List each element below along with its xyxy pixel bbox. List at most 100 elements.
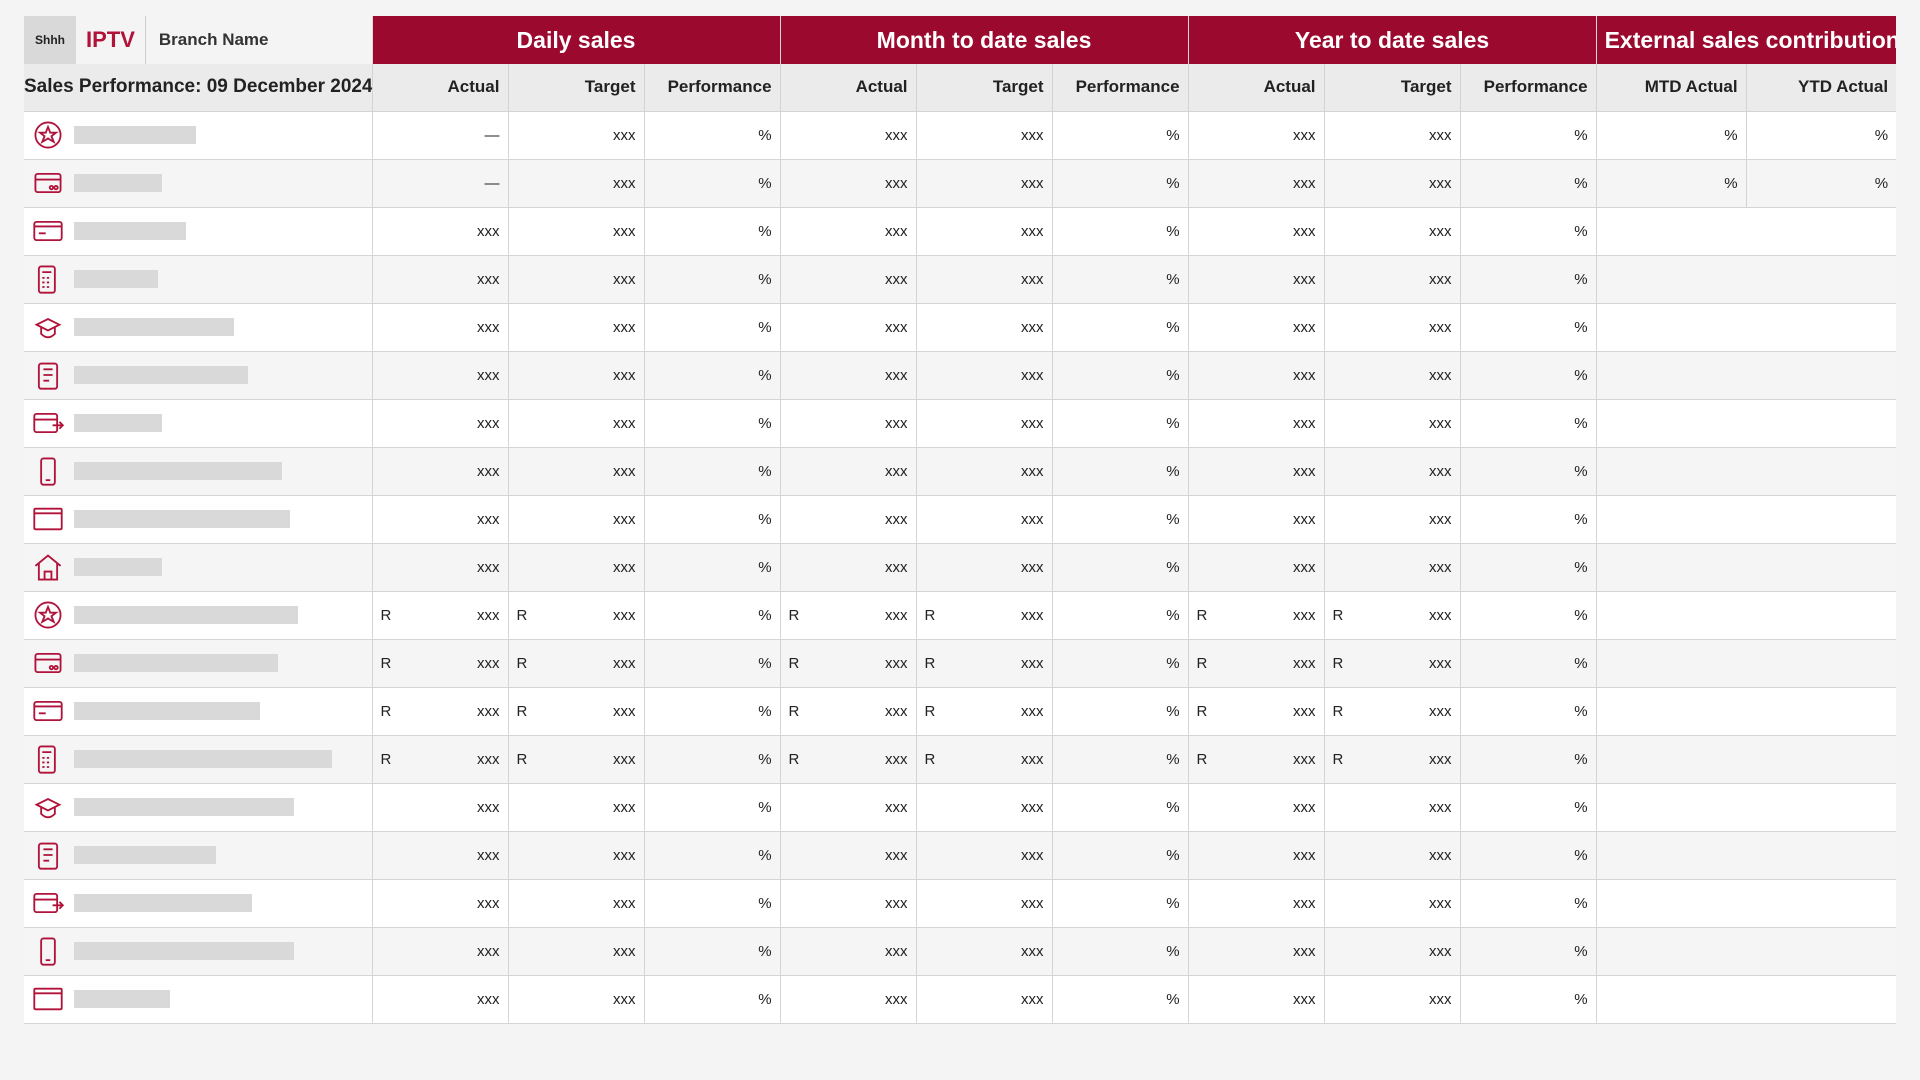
value-cell: % (1459, 255, 1597, 304)
branch-name: Branch Name (158, 30, 269, 49)
value-cell: xxx (915, 399, 1053, 448)
value-cell: xxx (507, 543, 644, 592)
external-empty (1595, 975, 1897, 1024)
row-label-content (32, 215, 364, 247)
placeholder-bar (74, 942, 294, 960)
row-icon (37, 362, 59, 390)
value-cell: xxx (779, 111, 917, 160)
value-cell: % (643, 639, 781, 688)
value-cell: xxx (779, 447, 917, 496)
data-row: xxx xxx% xxx xxx% xxx xxx% (24, 399, 1897, 448)
value-cell: % (1459, 159, 1597, 208)
external-empty (1595, 351, 1897, 400)
data-row: — xxx% xxx xxx% xxx xxx%%% (24, 111, 1897, 160)
value-cell: % (643, 879, 781, 928)
external-empty (1595, 831, 1897, 880)
value-cell: % (643, 303, 781, 352)
value: xxx (477, 702, 500, 720)
value-cell: % (1051, 735, 1189, 784)
row-icon (34, 652, 62, 674)
row-label-content (32, 983, 364, 1015)
value-cell: % (1459, 735, 1597, 784)
column-header: Target (1323, 64, 1461, 112)
value-cell: % (1459, 879, 1597, 928)
currency: R (516, 750, 528, 768)
value-cell: % (1459, 495, 1597, 544)
value-cell: % (1051, 351, 1189, 400)
group-header: Year to date sales (1187, 16, 1597, 64)
row-label-content (32, 839, 364, 871)
value-cell: % (643, 543, 781, 592)
row-label-content (32, 599, 364, 631)
value-cell: xxx (1323, 975, 1461, 1024)
value-cell: xxx (371, 543, 508, 592)
currency: R (924, 750, 936, 768)
row-label-content (32, 407, 364, 439)
row-icon (34, 601, 62, 629)
placeholder-bar (74, 798, 294, 816)
value-cell: xxx (915, 303, 1053, 352)
value-cell: % (643, 495, 781, 544)
placeholder-bar (74, 510, 290, 528)
value-cell: % (1051, 783, 1189, 832)
value-cell: xxx (371, 399, 508, 448)
data-row: xxx xxx% xxx xxx% xxx xxx% (24, 543, 1897, 592)
value-cell: xxx (507, 447, 644, 496)
row-label-content (32, 455, 364, 487)
external-cell: % (1595, 159, 1747, 208)
value-cell: xxx (371, 831, 508, 880)
value-cell: % (1051, 255, 1189, 304)
value-cell: % (1459, 639, 1597, 688)
row-label-content (32, 359, 364, 391)
group-header: Month to date sales (779, 16, 1189, 64)
value-cell: % (1051, 399, 1189, 448)
value: xxx (477, 606, 500, 624)
placeholder-bar (74, 894, 252, 912)
row-label-content (32, 119, 364, 151)
value: xxx (885, 606, 908, 624)
value-cell: xxx (1187, 207, 1325, 256)
data-row: xxx xxx% xxx xxx% xxx xxx% (24, 495, 1897, 544)
value-cell: xxx (779, 831, 917, 880)
value-cell: % (1459, 303, 1597, 352)
value-cell: % (1459, 687, 1597, 736)
external-cell: % (1745, 111, 1897, 160)
currency: R (788, 606, 800, 624)
value-cell: xxx (779, 255, 917, 304)
currency: R (516, 702, 528, 720)
row-label (24, 447, 372, 496)
value-cell: % (1459, 927, 1597, 976)
value-cell: % (643, 351, 781, 400)
external-empty (1595, 495, 1897, 544)
row-icon (33, 987, 63, 1011)
row-label (24, 495, 372, 544)
currency: R (1332, 702, 1344, 720)
currency: R (788, 654, 800, 672)
row-icon (34, 797, 62, 819)
value-cell: % (643, 447, 781, 496)
value-cell: xxx (371, 207, 508, 256)
row-label-content (32, 647, 364, 679)
row-label (24, 687, 372, 736)
row-label (24, 735, 372, 784)
report-title: Sales Performance: 09 December 2024 (24, 64, 372, 112)
value: xxx (613, 606, 636, 624)
row-label (24, 591, 372, 640)
